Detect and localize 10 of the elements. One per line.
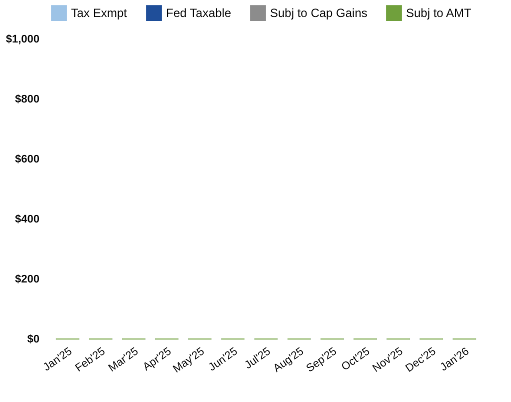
y-tick-label: $200 [15, 274, 40, 286]
legend-label: Subj to Cap Gains [270, 6, 368, 20]
y-tick-label: $1,000 [6, 34, 40, 46]
y-tick-label: $600 [15, 154, 40, 166]
legend-label: Tax Exmpt [71, 6, 128, 20]
y-tick-label: $800 [15, 94, 40, 106]
y-tick-label: $0 [27, 334, 40, 346]
legend-label: Fed Taxable [166, 6, 232, 20]
legend-label: Subj to AMT [406, 6, 472, 20]
y-tick-label: $400 [15, 214, 40, 226]
